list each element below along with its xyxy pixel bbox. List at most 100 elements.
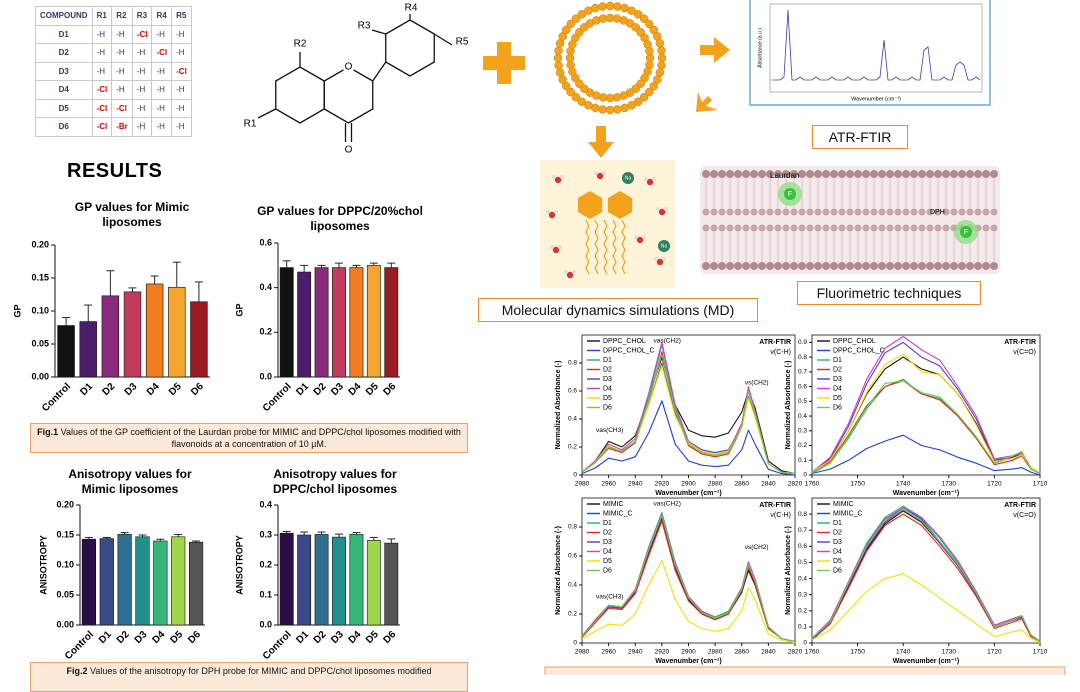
lipid-head [950, 208, 958, 216]
lipid-head [566, 19, 575, 29]
x-tick-label: Control [40, 381, 73, 414]
lipid-head [750, 170, 758, 178]
legend-label: MIMIC_C [603, 510, 633, 517]
table-cell: -H [111, 80, 133, 100]
x-tick-label: 1740 [896, 649, 911, 656]
x-tick-label: 2900 [681, 649, 696, 656]
x-tick-label: Control [261, 629, 294, 662]
lipid-head [878, 170, 886, 178]
table-cell: -H [151, 61, 173, 81]
lipid-head [653, 75, 662, 84]
probe-core [960, 226, 972, 238]
x-tick-label: D2 [101, 381, 118, 398]
y-tick-label: 0.5 [798, 559, 807, 566]
table-cell: -Cl [91, 80, 113, 100]
water-h [656, 207, 660, 211]
legend-label: D6 [603, 404, 612, 411]
lipid-head [854, 170, 862, 178]
water-h [602, 171, 606, 175]
lipid-head [822, 208, 830, 216]
x-tick-label: 1720 [987, 649, 1002, 656]
y-tick-label: 0.05 [31, 338, 49, 348]
lipid-head [605, 1, 615, 11]
lipid-head [742, 208, 750, 216]
peak-label: νas(CH2) [653, 501, 680, 508]
legend-label: D3 [833, 376, 842, 383]
caption-text: Values of the anisotropy for DPH probe f… [87, 666, 432, 676]
x-tick-label: 1710 [1033, 649, 1048, 656]
y-tick-label: 0.4 [259, 499, 272, 509]
y-tick-label: 0.15 [56, 529, 74, 539]
y-tick-label: 0.2 [798, 442, 807, 449]
x-tick-label: 1740 [896, 481, 911, 488]
lipid-head [958, 170, 966, 178]
lipid-head [846, 170, 854, 178]
lipid-head [862, 224, 870, 232]
legend-label: D4 [833, 385, 842, 392]
annotation: ν(C-H) [770, 512, 791, 519]
lipid-head [758, 224, 766, 232]
x-tick-label: 2980 [575, 649, 590, 656]
lipid-chain [621, 219, 626, 275]
annotation: ATR-FTIR [1004, 502, 1036, 509]
ion [658, 240, 670, 252]
table-cell: -H [151, 98, 173, 118]
bar [153, 540, 168, 626]
lipid-head [974, 208, 982, 216]
table-cell: -H [171, 80, 192, 100]
y-tick-label: 0.4 [259, 282, 272, 292]
water-o [636, 236, 644, 244]
lipid-head [830, 170, 838, 178]
x-tick-label: D3 [329, 629, 346, 646]
bar [117, 534, 132, 626]
lipid-head [554, 46, 563, 55]
lipid-head [598, 2, 607, 11]
x-tick-label: 1750 [850, 481, 865, 488]
x-axis-label: Wavenumber (cm⁻¹) [893, 490, 959, 497]
x-tick-label: 1760 [805, 481, 820, 488]
ring [385, 19, 435, 77]
y-tick-label: 0.1 [798, 624, 807, 631]
bar [145, 283, 164, 378]
x-tick-label: 2820 [788, 481, 803, 488]
y-tick-label: 0.6 [568, 553, 577, 560]
legend-label: D5 [603, 558, 612, 565]
annotation: ATR-FTIR [759, 339, 791, 346]
bar [297, 271, 312, 378]
legend-label: DPPC_CHOL_C [833, 347, 885, 354]
table-cell: -H [131, 117, 153, 137]
legend-label: D2 [833, 529, 842, 536]
lipid-head [562, 25, 571, 35]
lipid-head [878, 208, 886, 216]
y-tick-label: 0.10 [31, 305, 49, 315]
bar [349, 267, 364, 378]
y-axis-label: ANISOTROPY [38, 535, 48, 595]
lipid-head [758, 262, 766, 270]
bar [279, 532, 294, 626]
bar [349, 534, 364, 626]
spectrum-image [749, 0, 991, 106]
x-tick-label: D1 [78, 381, 95, 398]
x-tick-label: 2960 [601, 481, 616, 488]
lipid-head [657, 53, 667, 63]
lipid-head [934, 208, 942, 216]
lipid-head [894, 224, 902, 232]
legend-label: D2 [603, 366, 612, 373]
atom-bg [343, 61, 354, 73]
y-axis-label: Normalized Absorbance (-) [555, 361, 562, 450]
legend-label: DPPC_CHOL [833, 338, 876, 345]
lipid-head [639, 14, 649, 23]
water-o [656, 258, 664, 266]
lipid-head [710, 170, 718, 178]
chart-title: Anisotropy values for [273, 467, 397, 481]
y-tick-label: 0.4 [798, 413, 807, 420]
probe-label: Laurdan [770, 171, 799, 180]
water-h [550, 245, 554, 249]
x-tick-label: D4 [347, 629, 364, 646]
header-cell: R3 [131, 6, 153, 26]
legend-label: D2 [603, 529, 612, 536]
x-axis-label: Wavenumber (cm⁻¹) [655, 658, 721, 665]
lipid-head [553, 53, 563, 63]
x-tick-label: 1730 [942, 481, 957, 488]
